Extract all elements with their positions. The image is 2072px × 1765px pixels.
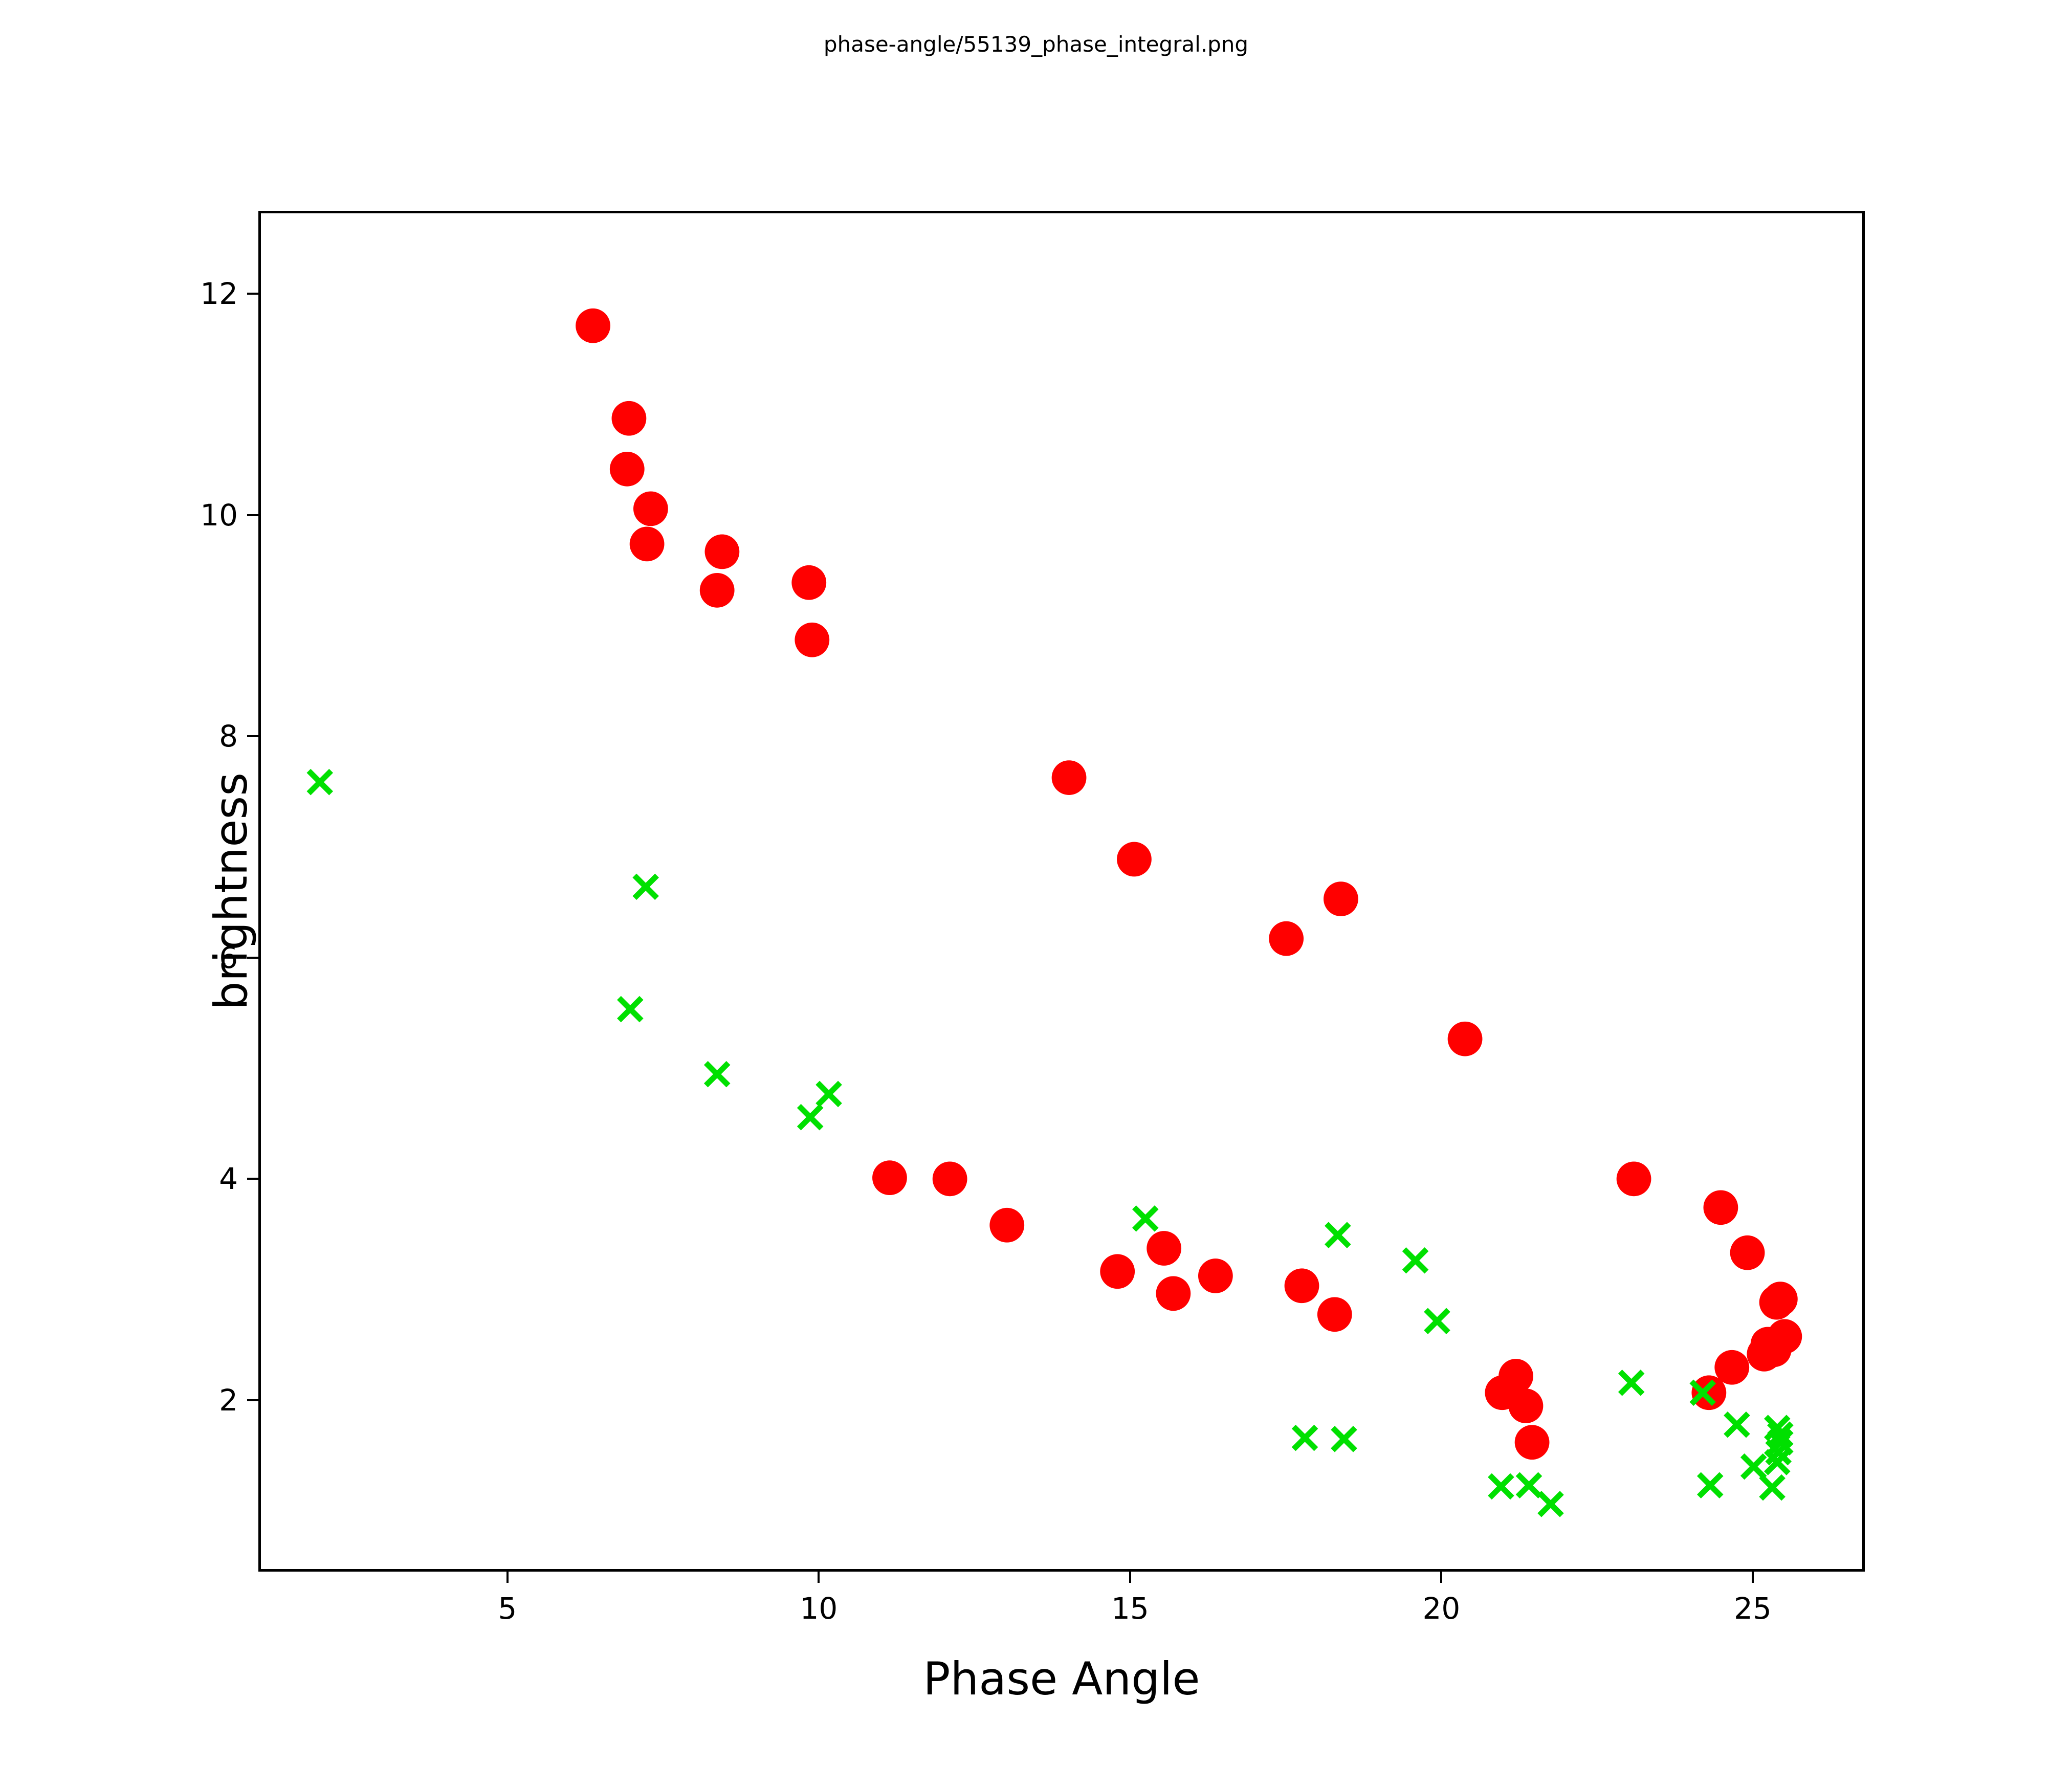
data-point-circle bbox=[1616, 1161, 1651, 1197]
y-tick-label: 12 bbox=[200, 276, 238, 312]
y-tick-mark bbox=[247, 293, 258, 295]
data-point-x bbox=[306, 768, 334, 796]
data-point-x bbox=[617, 996, 644, 1023]
data-point-circle bbox=[1447, 1021, 1483, 1056]
data-point-x bbox=[1740, 1453, 1767, 1480]
data-point-circle bbox=[1198, 1259, 1233, 1293]
data-point-circle bbox=[1284, 1268, 1319, 1304]
x-tick-label: 5 bbox=[498, 1591, 517, 1626]
data-point-x bbox=[1291, 1424, 1318, 1451]
x-tick-label: 10 bbox=[800, 1591, 838, 1626]
data-point-circle bbox=[1100, 1254, 1135, 1289]
data-point-circle bbox=[1703, 1190, 1738, 1225]
data-point-circle bbox=[1117, 842, 1152, 877]
plot-area bbox=[258, 211, 1865, 1572]
data-point-circle bbox=[1269, 921, 1304, 956]
data-point-circle bbox=[704, 534, 740, 569]
data-point-x bbox=[1132, 1205, 1159, 1232]
data-point-circle bbox=[1759, 1285, 1794, 1320]
y-tick-mark bbox=[247, 735, 258, 738]
data-point-circle bbox=[1691, 1375, 1727, 1410]
data-point-circle bbox=[609, 451, 645, 487]
x-tick-mark bbox=[1440, 1572, 1443, 1583]
y-axis-label: brightness bbox=[205, 772, 257, 1010]
x-tick-label: 15 bbox=[1111, 1591, 1149, 1626]
y-tick-mark bbox=[247, 1399, 258, 1401]
x-tick-mark bbox=[818, 1572, 820, 1583]
data-point-x bbox=[1696, 1472, 1724, 1499]
data-point-x bbox=[1537, 1491, 1564, 1517]
y-tick-label: 6 bbox=[219, 940, 238, 975]
y-tick-mark bbox=[247, 956, 258, 959]
x-tick-mark bbox=[1751, 1572, 1754, 1583]
data-point-circle bbox=[1485, 1375, 1520, 1410]
data-point-x bbox=[1764, 1449, 1791, 1475]
data-point-circle bbox=[1514, 1425, 1550, 1460]
data-point-x bbox=[1724, 1411, 1750, 1438]
y-tick-label: 8 bbox=[219, 719, 238, 754]
red-series-markers bbox=[576, 308, 1802, 1460]
scatter-plot-svg bbox=[306, 308, 1802, 1517]
data-point-circle bbox=[1714, 1350, 1750, 1385]
y-tick-mark bbox=[247, 514, 258, 516]
x-tick-mark bbox=[506, 1572, 509, 1583]
data-point-x bbox=[1515, 1472, 1542, 1499]
data-point-x bbox=[1424, 1308, 1450, 1335]
data-point-x bbox=[1325, 1222, 1351, 1248]
data-point-circle bbox=[1147, 1231, 1182, 1266]
data-point-circle bbox=[1747, 1337, 1782, 1372]
data-point-x bbox=[1402, 1247, 1429, 1274]
data-point-circle bbox=[629, 526, 665, 562]
y-tick-label: 10 bbox=[200, 497, 238, 533]
data-point-x bbox=[815, 1080, 842, 1108]
x-axis-label: Phase Angle bbox=[923, 1652, 1200, 1705]
y-tick-mark bbox=[247, 1178, 258, 1180]
y-tick-label: 2 bbox=[219, 1382, 238, 1418]
data-point-circle bbox=[1051, 760, 1087, 795]
data-point-circle bbox=[611, 401, 647, 436]
x-tick-label: 25 bbox=[1734, 1591, 1772, 1626]
data-point-x bbox=[1759, 1474, 1786, 1501]
data-point-circle bbox=[576, 308, 610, 343]
data-point-x bbox=[1488, 1473, 1514, 1500]
data-point-circle bbox=[1730, 1235, 1765, 1270]
x-tick-mark bbox=[1129, 1572, 1131, 1583]
data-point-x bbox=[632, 873, 659, 900]
data-point-circle bbox=[1324, 881, 1358, 916]
data-point-circle bbox=[932, 1161, 967, 1197]
figure-title: phase-angle/55139_phase_integral.png bbox=[823, 32, 1249, 57]
data-point-circle bbox=[989, 1207, 1025, 1243]
y-tick-label: 4 bbox=[219, 1161, 238, 1197]
data-point-circle bbox=[791, 565, 827, 600]
data-point-circle bbox=[1156, 1276, 1191, 1311]
data-point-circle bbox=[872, 1160, 907, 1196]
data-point-x bbox=[703, 1061, 731, 1088]
data-point-x bbox=[797, 1104, 824, 1131]
data-point-circle bbox=[1317, 1297, 1352, 1332]
data-point-circle bbox=[633, 491, 668, 526]
data-point-x bbox=[1331, 1425, 1357, 1452]
green-series-markers bbox=[306, 768, 1794, 1517]
x-tick-label: 20 bbox=[1422, 1591, 1461, 1626]
data-point-x bbox=[1618, 1370, 1645, 1396]
data-point-circle bbox=[699, 572, 735, 608]
data-point-x bbox=[1689, 1379, 1716, 1406]
data-point-circle bbox=[795, 622, 830, 657]
